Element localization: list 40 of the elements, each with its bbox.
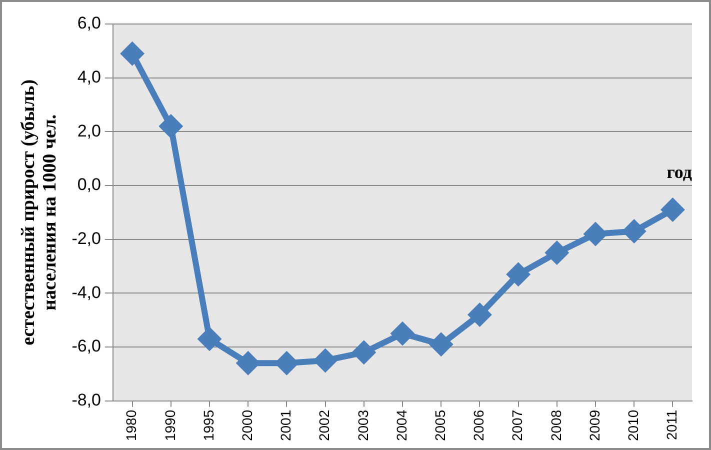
x-tick-label: 2007 (509, 410, 526, 442)
x-tick-label: 2005 (432, 410, 448, 442)
y-tick-label: 6,0 (77, 14, 101, 33)
x-tick-label: 2000 (238, 410, 255, 442)
y-tick-label: -4,0 (72, 282, 101, 302)
point (237, 352, 260, 374)
y-tick-label: -2,0 (72, 229, 101, 248)
x-tick-label: 2011 (664, 410, 680, 440)
point (546, 242, 568, 264)
y-tick-label: -8,0 (72, 390, 101, 410)
point (121, 42, 144, 65)
y-tick-label: 4,0 (77, 68, 101, 87)
x-tick-label: 1990 (162, 410, 178, 442)
point (623, 220, 646, 242)
point (314, 349, 336, 372)
y-tick-label: -6,0 (72, 336, 101, 356)
point (430, 333, 452, 356)
x-tick-label: 2003 (354, 410, 371, 442)
x-tick-label: 2002 (316, 410, 332, 442)
x-tick-label: 2009 (586, 410, 602, 442)
point (198, 328, 220, 350)
point (584, 222, 606, 245)
point (276, 352, 298, 374)
x-tick-label: 2006 (470, 410, 487, 442)
y-tick-label: 2,0 (77, 121, 101, 140)
y-axis-title: естественный прирост (убыль) населения на 1000 чел. (18, 79, 61, 346)
x-axis-title: год (666, 162, 692, 182)
point (352, 341, 375, 364)
x-tick-label: 2001 (278, 410, 294, 442)
point (391, 322, 414, 345)
x-tick-label: 1995 (200, 410, 216, 442)
x-tick-label: 2008 (548, 410, 564, 442)
point (507, 263, 530, 286)
x-tick-label: 1980 (123, 410, 140, 442)
point (662, 198, 684, 221)
x-tick-label: 2010 (624, 410, 641, 442)
point (160, 115, 182, 138)
x-tick-label: 2004 (393, 410, 410, 442)
point (468, 304, 491, 326)
y-tick-label: 0,0 (77, 175, 101, 194)
